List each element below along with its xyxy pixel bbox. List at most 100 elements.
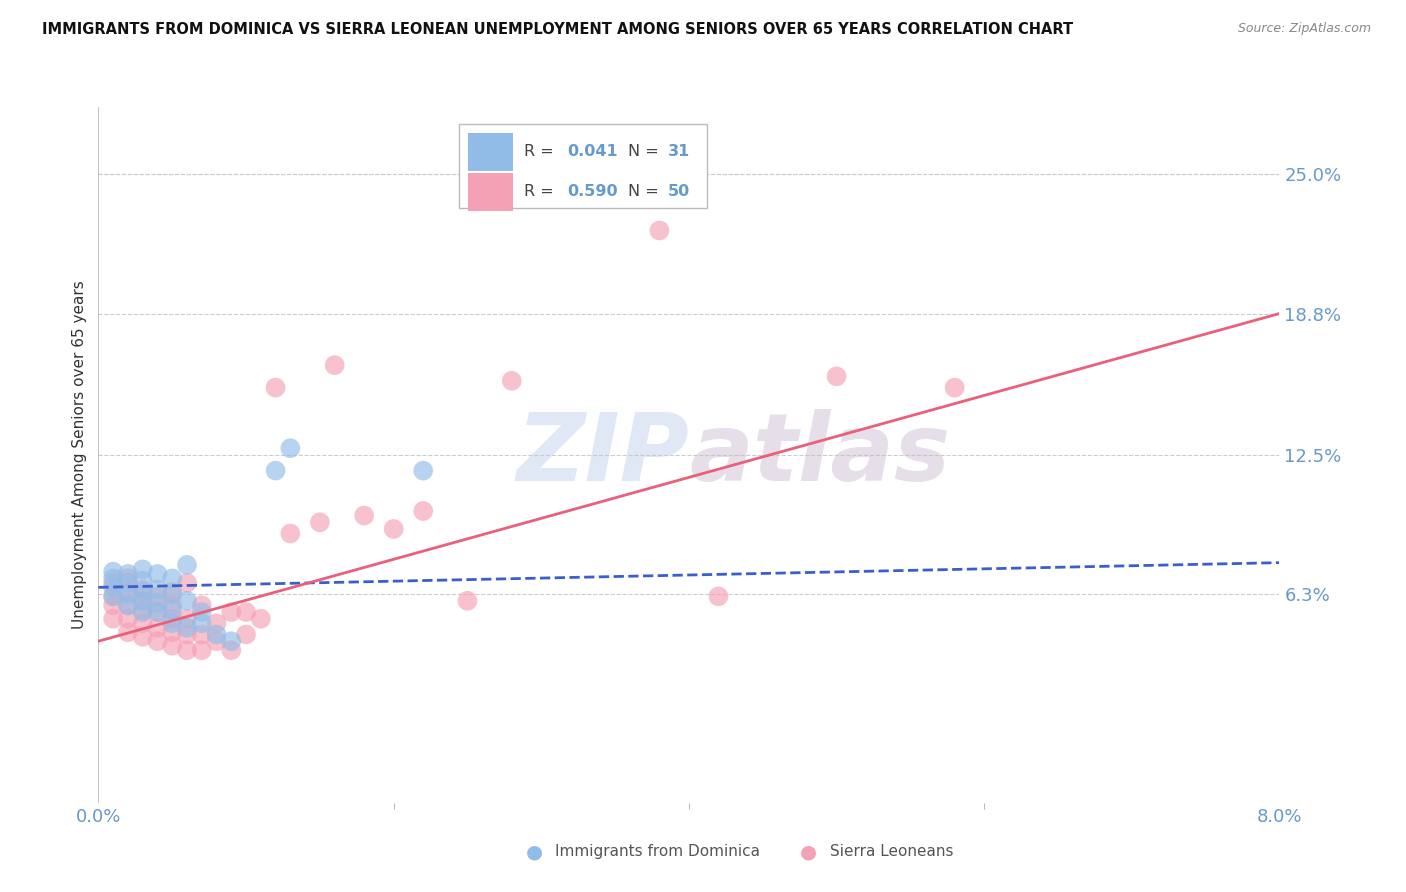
Point <box>103 565 124 579</box>
Point <box>132 582 155 597</box>
Point <box>219 643 242 657</box>
Point <box>707 590 730 604</box>
Text: N =: N = <box>627 185 664 200</box>
Point <box>117 612 139 626</box>
Point <box>162 639 183 653</box>
Point <box>412 504 434 518</box>
Point <box>162 616 183 631</box>
Point <box>176 621 198 635</box>
Point <box>191 627 214 641</box>
Point <box>132 574 155 588</box>
Point <box>162 587 183 601</box>
Point <box>825 369 848 384</box>
Point <box>235 627 257 641</box>
Point <box>103 590 124 604</box>
Point <box>146 590 169 604</box>
FancyBboxPatch shape <box>458 124 707 208</box>
Point <box>176 558 198 572</box>
Point <box>250 612 273 626</box>
Point <box>162 625 183 640</box>
Point <box>146 605 169 619</box>
Text: Immigrants from Dominica: Immigrants from Dominica <box>555 845 761 859</box>
Point <box>117 599 139 613</box>
Point <box>132 630 155 644</box>
Point <box>132 594 155 608</box>
FancyBboxPatch shape <box>468 173 513 211</box>
Point <box>176 612 198 626</box>
Point <box>103 590 124 604</box>
Point <box>308 515 332 529</box>
Text: R =: R = <box>523 185 558 200</box>
Point <box>191 643 214 657</box>
Point <box>412 464 434 478</box>
Point <box>205 627 228 641</box>
Text: N =: N = <box>627 145 664 159</box>
Y-axis label: Unemployment Among Seniors over 65 years: Unemployment Among Seniors over 65 years <box>72 281 87 629</box>
Point <box>219 605 242 619</box>
Text: atlas: atlas <box>689 409 950 501</box>
Point <box>146 566 169 581</box>
Text: 0.590: 0.590 <box>567 185 617 200</box>
FancyBboxPatch shape <box>468 133 513 171</box>
Point <box>176 627 198 641</box>
Text: Sierra Leoneans: Sierra Leoneans <box>830 845 953 859</box>
Point <box>205 616 228 631</box>
Text: 31: 31 <box>668 145 690 159</box>
Point <box>132 594 155 608</box>
Text: 0.041: 0.041 <box>567 145 617 159</box>
Point <box>132 603 155 617</box>
Point <box>146 582 169 597</box>
Point <box>323 358 346 372</box>
Point <box>264 464 287 478</box>
Point <box>278 526 301 541</box>
Point <box>132 584 155 599</box>
Point <box>146 621 169 635</box>
Point <box>162 612 183 626</box>
Text: R =: R = <box>523 145 558 159</box>
Point <box>219 634 242 648</box>
Point <box>382 522 405 536</box>
Text: 50: 50 <box>668 185 690 200</box>
Point <box>132 616 155 631</box>
Point <box>146 634 169 648</box>
Text: ●: ● <box>526 842 543 862</box>
Text: Source: ZipAtlas.com: Source: ZipAtlas.com <box>1237 22 1371 36</box>
Point <box>162 584 183 599</box>
Point <box>353 508 375 523</box>
Point <box>456 594 478 608</box>
Point <box>117 587 139 601</box>
Point <box>117 599 139 613</box>
Point <box>103 612 124 626</box>
Point <box>103 599 124 613</box>
Point <box>103 571 124 585</box>
Point <box>146 605 169 619</box>
Point <box>176 594 198 608</box>
Point <box>162 603 183 617</box>
Point <box>191 599 214 613</box>
Point <box>176 575 198 590</box>
Point <box>162 571 183 585</box>
Point <box>205 634 228 648</box>
Text: ●: ● <box>800 842 817 862</box>
Point <box>191 616 214 631</box>
Point <box>132 562 155 576</box>
Point <box>146 596 169 610</box>
Point <box>278 441 301 455</box>
Point <box>176 643 198 657</box>
Text: ZIP: ZIP <box>516 409 689 501</box>
Point <box>648 223 671 237</box>
Point <box>264 381 287 395</box>
Point <box>117 625 139 640</box>
Point <box>117 584 139 599</box>
Point <box>943 381 966 395</box>
Point <box>191 605 214 619</box>
Point <box>117 566 139 581</box>
Text: IMMIGRANTS FROM DOMINICA VS SIERRA LEONEAN UNEMPLOYMENT AMONG SENIORS OVER 65 YE: IMMIGRANTS FROM DOMINICA VS SIERRA LEONE… <box>42 22 1073 37</box>
Point <box>103 575 124 590</box>
Point <box>501 374 523 388</box>
Point <box>235 605 257 619</box>
Point <box>117 575 139 590</box>
Point <box>132 605 155 619</box>
Point <box>117 571 139 585</box>
Point <box>162 599 183 613</box>
